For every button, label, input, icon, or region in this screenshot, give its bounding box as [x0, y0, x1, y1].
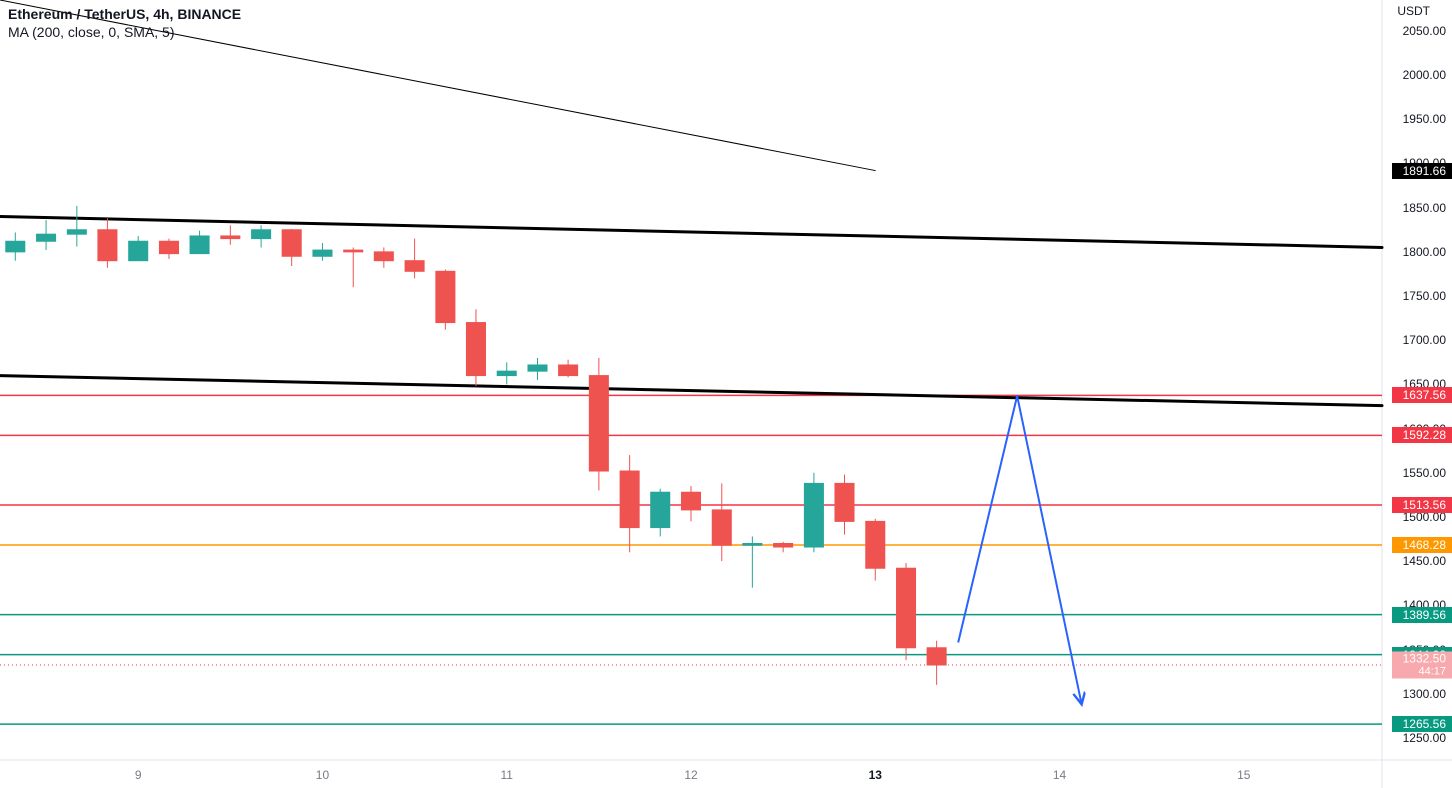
- candle[interactable]: [897, 568, 916, 648]
- chart-plot[interactable]: [0, 0, 1452, 788]
- y-tick-label: 1850.00: [1403, 201, 1446, 215]
- price-tag[interactable]: 1891.66: [1392, 163, 1452, 179]
- candle[interactable]: [620, 471, 639, 528]
- price-tag[interactable]: 1389.56: [1392, 607, 1452, 623]
- candle[interactable]: [559, 365, 578, 376]
- candle[interactable]: [866, 521, 885, 568]
- y-tick-label: 1250.00: [1403, 731, 1446, 745]
- chart-header: Ethereum / TetherUS, 4h, BINANCE MA (200…: [8, 6, 241, 40]
- x-tick-label: 11: [500, 768, 512, 782]
- x-tick-label: 13: [869, 768, 882, 782]
- price-tag[interactable]: 1592.28: [1392, 427, 1452, 443]
- candle[interactable]: [436, 271, 455, 322]
- trend-line[interactable]: [0, 376, 1382, 406]
- candle[interactable]: [927, 648, 946, 665]
- y-tick-label: 1300.00: [1403, 687, 1446, 701]
- candle[interactable]: [712, 510, 731, 545]
- y-tick-label: 1800.00: [1403, 245, 1446, 259]
- candle[interactable]: [835, 483, 854, 521]
- chart-root: Ethereum / TetherUS, 4h, BINANCE MA (200…: [0, 0, 1452, 788]
- candle[interactable]: [252, 230, 271, 239]
- y-axis[interactable]: 2050.002000.001950.001900.001850.001800.…: [1382, 0, 1452, 788]
- y-tick-label: 1750.00: [1403, 289, 1446, 303]
- candle[interactable]: [37, 234, 56, 241]
- x-tick-label: 10: [316, 768, 329, 782]
- candle[interactable]: [67, 230, 86, 234]
- candle[interactable]: [497, 371, 516, 375]
- x-tick-label: 14: [1053, 768, 1066, 782]
- candle[interactable]: [282, 230, 301, 257]
- candle[interactable]: [405, 261, 424, 272]
- y-tick-label: 2050.00: [1403, 24, 1446, 38]
- candle[interactable]: [466, 323, 485, 376]
- price-tag[interactable]: 1513.56: [1392, 497, 1452, 513]
- chart-title: Ethereum / TetherUS, 4h, BINANCE: [8, 6, 241, 22]
- candle[interactable]: [313, 250, 332, 256]
- candle[interactable]: [159, 241, 178, 253]
- x-tick-label: 15: [1237, 768, 1250, 782]
- candle[interactable]: [528, 365, 547, 371]
- candle[interactable]: [804, 483, 823, 547]
- candle[interactable]: [743, 543, 762, 545]
- candle[interactable]: [374, 252, 393, 261]
- current-price-value: 1332.50: [1398, 652, 1446, 666]
- candle[interactable]: [774, 543, 793, 547]
- current-price-tag[interactable]: 1332.5044:17: [1392, 652, 1452, 679]
- x-tick-label: 9: [135, 768, 142, 782]
- candle[interactable]: [589, 376, 608, 471]
- countdown-timer: 44:17: [1398, 666, 1446, 679]
- price-tag[interactable]: 1468.28: [1392, 537, 1452, 553]
- candle[interactable]: [221, 236, 240, 239]
- y-tick-label: 1550.00: [1403, 466, 1446, 480]
- candle[interactable]: [344, 250, 363, 252]
- indicator-label: MA (200, close, 0, SMA, 5): [8, 24, 241, 40]
- y-tick-label: 1700.00: [1403, 333, 1446, 347]
- y-tick-label: 1450.00: [1403, 554, 1446, 568]
- x-tick-label: 12: [684, 768, 697, 782]
- candle[interactable]: [651, 492, 670, 527]
- candle[interactable]: [6, 241, 25, 252]
- price-tag[interactable]: 1265.56: [1392, 716, 1452, 732]
- candle[interactable]: [190, 236, 209, 254]
- x-axis[interactable]: 9 10 11 12 13 14 15: [0, 760, 1382, 788]
- candle[interactable]: [681, 492, 700, 510]
- forecast-arrow[interactable]: [958, 396, 1081, 704]
- candle[interactable]: [98, 230, 117, 261]
- y-tick-label: 1950.00: [1403, 112, 1446, 126]
- y-tick-label: 2000.00: [1403, 68, 1446, 82]
- candle[interactable]: [129, 241, 148, 260]
- price-tag[interactable]: 1637.56: [1392, 387, 1452, 403]
